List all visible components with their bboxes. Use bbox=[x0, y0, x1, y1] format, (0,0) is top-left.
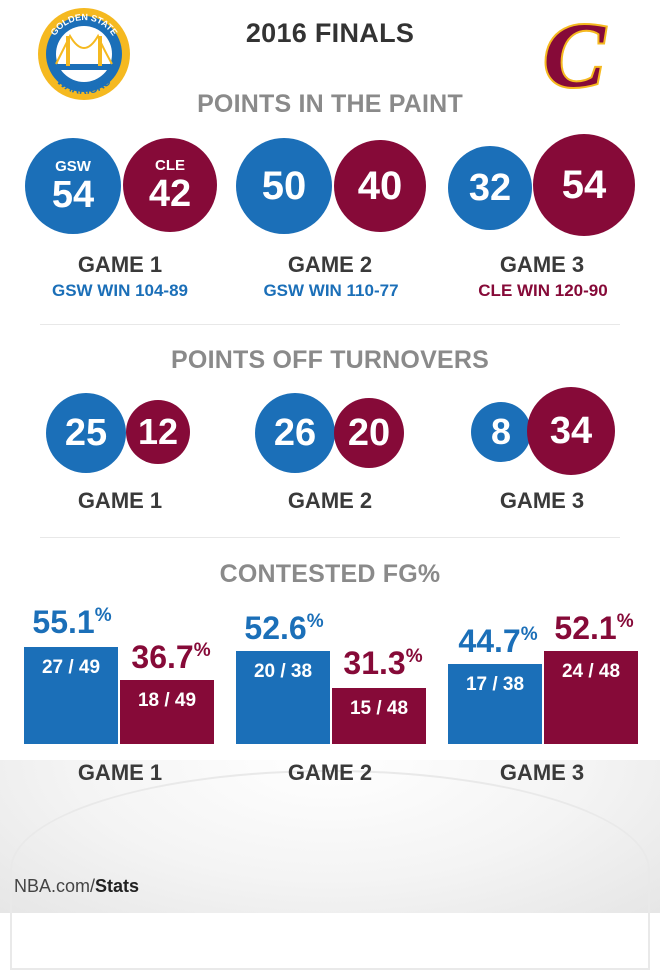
fg-g1-cle-pct: 36.7% bbox=[121, 641, 221, 673]
fg-g1-cle-pct-value: 36.7 bbox=[131, 639, 194, 675]
gsw-tag: GSW bbox=[55, 157, 91, 175]
to-g1-gsw-value: 25 bbox=[64, 412, 108, 454]
paint-g1-gsw-circle: GSW 54 bbox=[25, 138, 121, 234]
cle-tag: CLE bbox=[155, 156, 185, 174]
percent-symbol: % bbox=[616, 611, 634, 632]
paint-g3-gsw-circle: 32 bbox=[448, 146, 532, 230]
fg-g1-cle-bar: 18 / 49 bbox=[120, 680, 214, 744]
paint-g2-cle-circle: 40 bbox=[334, 140, 426, 232]
paint-g3-cle-value: 54 bbox=[561, 163, 607, 207]
to-g1-cle-circle: 12 bbox=[126, 400, 190, 464]
percent-symbol: % bbox=[405, 646, 423, 667]
paint-g2-gsw-value: 50 bbox=[261, 164, 307, 208]
warriors-bridge-icon: GOLDEN STATE WARRIORS bbox=[38, 8, 130, 100]
paint-g1-gsw-value: 54 bbox=[51, 173, 95, 216]
fg-g1-gsw-pct: 55.1% bbox=[22, 606, 122, 638]
percent-symbol: % bbox=[193, 640, 211, 661]
paint-g2-cle-value: 40 bbox=[357, 164, 403, 208]
paint-g2-gsw-circle: 50 bbox=[236, 138, 332, 234]
footer-prefix: NBA.com/ bbox=[14, 876, 96, 896]
paint-g1-label: GAME 1 bbox=[77, 252, 163, 277]
fg-g2-cle-pct-value: 31.3 bbox=[343, 645, 406, 681]
paint-g1-cle-value: 42 bbox=[148, 172, 192, 215]
paint-g1-result: GSW WIN 104-89 bbox=[51, 281, 189, 300]
fg-g1-gsw-pct-value: 55.1 bbox=[32, 604, 95, 640]
to-g1-label: GAME 1 bbox=[77, 488, 163, 513]
fg-g3-gsw-bar: 17 / 38 bbox=[448, 664, 542, 744]
to-g2-gsw-value: 26 bbox=[273, 412, 317, 454]
turnovers-heading: POINTS OFF TURNOVERS bbox=[171, 346, 489, 374]
paint-g3-gsw-value: 32 bbox=[468, 167, 512, 209]
paint-g3-cle-circle: 54 bbox=[533, 134, 635, 236]
fg-g2-label: GAME 2 bbox=[287, 760, 373, 785]
to-g1-gsw-circle: 25 bbox=[46, 393, 126, 473]
cavaliers-c-icon: C bbox=[541, 2, 608, 108]
fg-g3-cle-bar: 24 / 48 bbox=[544, 651, 638, 744]
to-g3-label: GAME 3 bbox=[499, 488, 585, 513]
fg-g2-cle-bar: 15 / 48 bbox=[332, 688, 426, 744]
fg-g2-gsw-pct: 52.6% bbox=[234, 612, 334, 644]
to-g3-cle-circle: 34 bbox=[527, 387, 615, 475]
fg-g3-cle-pct-value: 52.1 bbox=[554, 610, 617, 646]
paint-heading: POINTS IN THE PAINT bbox=[197, 90, 463, 118]
to-g3-cle-value: 34 bbox=[549, 410, 593, 452]
divider-1 bbox=[40, 324, 620, 325]
paint-g2-label: GAME 2 bbox=[287, 252, 373, 277]
page-title: 2016 FINALS bbox=[245, 18, 415, 48]
cavaliers-logo-letter: C bbox=[543, 12, 606, 96]
to-g3-gsw-circle: 8 bbox=[471, 402, 531, 462]
fg-g3-gsw-pct: 44.7% bbox=[448, 625, 548, 657]
to-g2-gsw-circle: 26 bbox=[255, 393, 335, 473]
paint-g3-result: CLE WIN 120-90 bbox=[478, 281, 608, 300]
cavaliers-logo: C bbox=[524, 2, 624, 108]
to-g1-cle-value: 12 bbox=[137, 411, 179, 452]
fg-g1-label: GAME 1 bbox=[77, 760, 163, 785]
fg-g2-gsw-bar: 20 / 38 bbox=[236, 651, 330, 744]
to-g3-gsw-value: 8 bbox=[490, 411, 512, 452]
to-g2-label: GAME 2 bbox=[287, 488, 373, 513]
fg-g2-gsw-pct-value: 52.6 bbox=[244, 610, 307, 646]
footer-suffix: Stats bbox=[95, 876, 140, 896]
contested-heading: CONTESTED FG% bbox=[219, 560, 441, 588]
fg-g3-cle-pct: 52.1% bbox=[544, 612, 644, 644]
percent-symbol: % bbox=[94, 605, 112, 626]
divider-2 bbox=[40, 537, 620, 538]
fg-g3-label: GAME 3 bbox=[499, 760, 585, 785]
to-g2-cle-circle: 20 bbox=[334, 398, 404, 468]
fg-g1-gsw-bar: 27 / 49 bbox=[24, 647, 118, 744]
court-line bbox=[10, 770, 650, 970]
warriors-logo: GOLDEN STATE WARRIORS bbox=[36, 6, 132, 102]
percent-symbol: % bbox=[520, 624, 538, 645]
percent-symbol: % bbox=[306, 611, 324, 632]
fg-g3-gsw-pct-value: 44.7 bbox=[458, 623, 521, 659]
paint-g1-cle-circle: CLE 42 bbox=[123, 138, 217, 232]
paint-g2-result: GSW WIN 110-77 bbox=[263, 281, 399, 300]
paint-g3-label: GAME 3 bbox=[499, 252, 585, 277]
fg-g2-cle-pct: 31.3% bbox=[333, 647, 433, 679]
footer-credit: NBA.com/Stats bbox=[14, 876, 139, 897]
to-g2-cle-value: 20 bbox=[347, 412, 391, 454]
